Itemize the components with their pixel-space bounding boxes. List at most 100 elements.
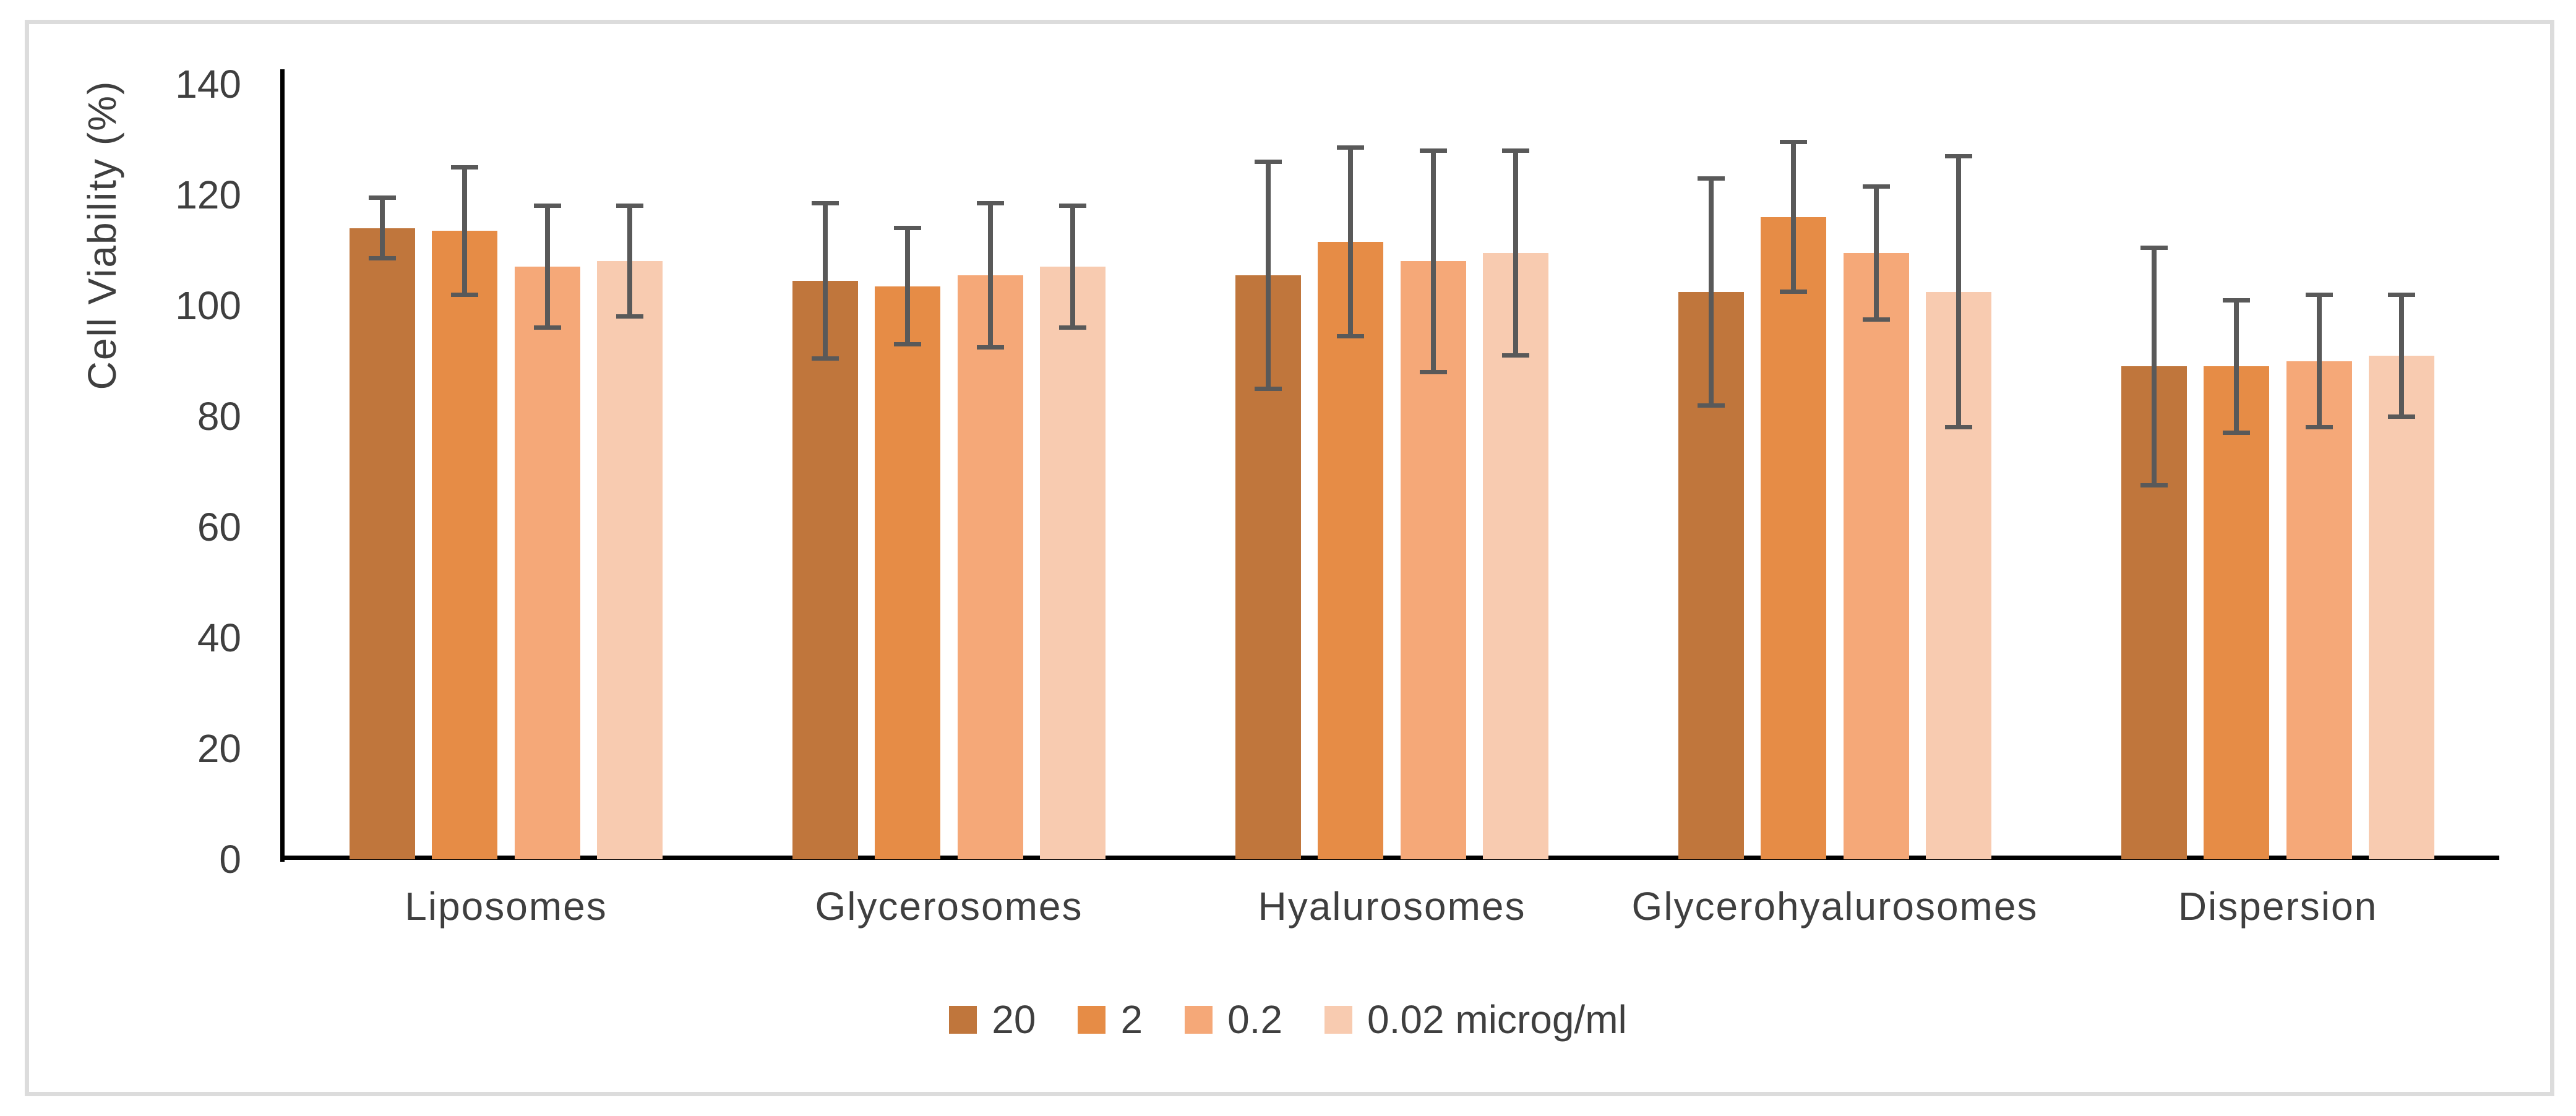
error-bar-cap-bottom xyxy=(894,342,922,347)
y-axis-tick-labels: 0 20 40 60 80 100 120 140 xyxy=(0,62,241,882)
error-bar-stem xyxy=(1266,161,1271,389)
y-tick-label-40: 40 xyxy=(197,616,241,660)
bar-dispersion-0.02 xyxy=(2368,355,2434,859)
x-axis-category-labels: Liposomes Glycerosomes Hyalurosomes Glycero… xyxy=(285,883,2499,929)
bar-dispersion-2 xyxy=(2204,366,2270,859)
y-axis-line xyxy=(280,69,285,862)
error-bar-cap-bottom xyxy=(616,314,643,319)
legend-label: 2 xyxy=(1120,997,1143,1042)
error-bar-cap-top xyxy=(616,204,643,208)
y-tick-label-140: 140 xyxy=(175,62,241,106)
error-bar-cap-top xyxy=(1255,159,1282,164)
error-bar-stem xyxy=(987,203,993,348)
error-bar-cap-bottom xyxy=(369,256,397,261)
bar-glycerosomes-0.2 xyxy=(957,275,1023,859)
legend-label: 0.02 microg/ml xyxy=(1367,997,1627,1042)
error-bar-cap-bottom xyxy=(812,356,839,361)
error-bar-cap-top xyxy=(2223,298,2251,303)
error-bar-cap-top xyxy=(533,204,561,208)
legend-swatch-icon xyxy=(1185,1005,1213,1034)
bar-liposomes-20 xyxy=(350,228,416,859)
error-bar-stem xyxy=(2316,294,2322,427)
error-bar-stem xyxy=(1070,205,1075,328)
legend-swatch-icon xyxy=(1324,1005,1353,1034)
y-tick-label-120: 120 xyxy=(175,173,241,217)
error-bar-cap-top xyxy=(1698,176,1725,181)
legend-entry-20: 20 xyxy=(949,997,1036,1042)
error-bar-cap-bottom xyxy=(1255,386,1282,391)
legend-entry-0.02: 0.02 microg/ml xyxy=(1324,997,1627,1042)
chart-legend: 20 2 0.2 0.02 microg/ml xyxy=(0,989,2576,1050)
bar-glycerohyalurosomes-0.2 xyxy=(1843,252,1909,859)
bar-liposomes-0.02 xyxy=(596,261,663,859)
bar-dispersion-0.2 xyxy=(2286,361,2352,859)
bar-glycerosomes-20 xyxy=(792,280,859,859)
error-bar-cap-bottom xyxy=(1698,403,1725,408)
error-bar-cap-top xyxy=(1419,148,1447,153)
bar-hyalurosomes-2 xyxy=(1318,242,1384,859)
error-bar-stem xyxy=(2234,300,2239,433)
error-bar-cap-top xyxy=(976,200,1004,205)
x-axis-line xyxy=(280,856,2499,860)
error-bar-cap-bottom xyxy=(1862,317,1890,322)
legend-entry-2: 2 xyxy=(1078,997,1143,1042)
legend-swatch-icon xyxy=(1078,1005,1106,1034)
error-bar-cap-bottom xyxy=(1419,369,1447,374)
x-category-label-dispersion: Dispersion xyxy=(2178,884,2378,929)
error-bar-cap-top xyxy=(451,165,479,170)
y-tick-label-100: 100 xyxy=(175,283,241,328)
y-tick-label-80: 80 xyxy=(197,394,241,439)
error-bar-stem xyxy=(462,167,468,295)
y-tick-label-20: 20 xyxy=(197,726,241,771)
error-bar-stem xyxy=(1791,142,1797,292)
error-bar-cap-bottom xyxy=(1944,425,1972,430)
error-bar-stem xyxy=(905,228,911,345)
x-category-label-liposomes: Liposomes xyxy=(405,884,608,929)
error-bar-cap-bottom xyxy=(1501,353,1529,358)
error-bar-cap-top xyxy=(1780,140,1808,145)
legend-label: 20 xyxy=(992,997,1036,1042)
legend-label: 0.2 xyxy=(1227,997,1283,1042)
error-bar-stem xyxy=(1709,178,1714,406)
error-bar-cap-top xyxy=(1944,153,1972,158)
error-bar-cap-bottom xyxy=(976,345,1004,350)
error-bar-cap-top xyxy=(2305,292,2333,297)
error-bar-cap-bottom xyxy=(2140,483,2168,488)
legend-entry-0.2: 0.2 xyxy=(1185,997,1282,1042)
error-bar-stem xyxy=(544,205,550,328)
error-bar-cap-top xyxy=(812,200,839,205)
error-bar-cap-bottom xyxy=(2305,425,2333,430)
error-bar-cap-top xyxy=(2387,292,2415,297)
error-bar-cap-bottom xyxy=(533,325,561,330)
error-bar-cap-top xyxy=(894,226,922,231)
bar-glycerosomes-2 xyxy=(875,286,941,859)
error-bar-stem xyxy=(380,197,385,259)
error-bar-cap-top xyxy=(1337,145,1365,150)
error-bar-stem xyxy=(1956,156,1961,427)
error-bar-cap-top xyxy=(369,195,397,200)
error-bar-cap-bottom xyxy=(1337,333,1365,338)
bar-liposomes-0.2 xyxy=(514,267,580,859)
error-bar-cap-bottom xyxy=(451,292,479,297)
error-bar-stem xyxy=(1873,186,1879,320)
error-bar-stem xyxy=(627,205,632,317)
y-tick-label-0: 0 xyxy=(219,837,241,882)
y-tick-label-60: 60 xyxy=(197,505,241,549)
error-bar-stem xyxy=(2152,247,2157,486)
error-bar-cap-top xyxy=(1058,204,1086,208)
error-bar-cap-top xyxy=(2140,245,2168,250)
error-bar-cap-top xyxy=(1501,148,1529,153)
error-bar-stem xyxy=(823,203,828,359)
error-bar-stem xyxy=(2398,294,2404,416)
x-category-label-hyalurosomes: Hyalurosomes xyxy=(1258,884,1526,929)
error-bar-stem xyxy=(1430,150,1436,372)
bar-glycerohyalurosomes-2 xyxy=(1761,217,1827,859)
bar-glycerosomes-0.02 xyxy=(1039,267,1106,859)
error-bar-cap-bottom xyxy=(2223,431,2251,436)
error-bar-cap-bottom xyxy=(2387,414,2415,419)
error-bar-cap-bottom xyxy=(1058,325,1086,330)
error-bar-cap-bottom xyxy=(1780,290,1808,294)
x-category-label-glycerosomes: Glycerosomes xyxy=(815,884,1083,929)
bar-liposomes-2 xyxy=(432,231,498,859)
legend-swatch-icon xyxy=(949,1005,977,1034)
